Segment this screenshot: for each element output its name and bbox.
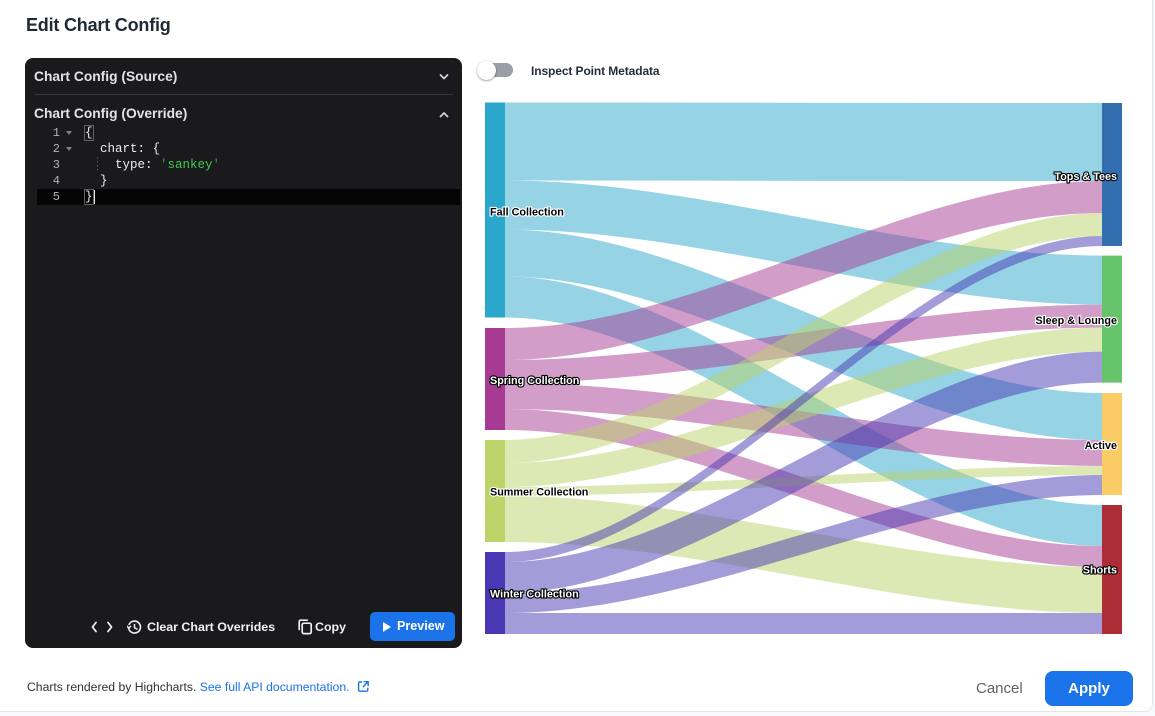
- svg-text:Winter Collection: Winter Collection: [490, 589, 579, 601]
- svg-text:Summer Collection: Summer Collection: [490, 487, 588, 499]
- svg-text:Tops & Tees: Tops & Tees: [1054, 171, 1117, 183]
- svg-text:Spring Collection: Spring Collection: [490, 375, 579, 387]
- svg-text:Shorts: Shorts: [1083, 565, 1117, 577]
- svg-text:Active: Active: [1085, 440, 1117, 452]
- svg-text:Sleep & Lounge: Sleep & Lounge: [1035, 315, 1117, 327]
- svg-text:Fall Collection: Fall Collection: [490, 207, 564, 219]
